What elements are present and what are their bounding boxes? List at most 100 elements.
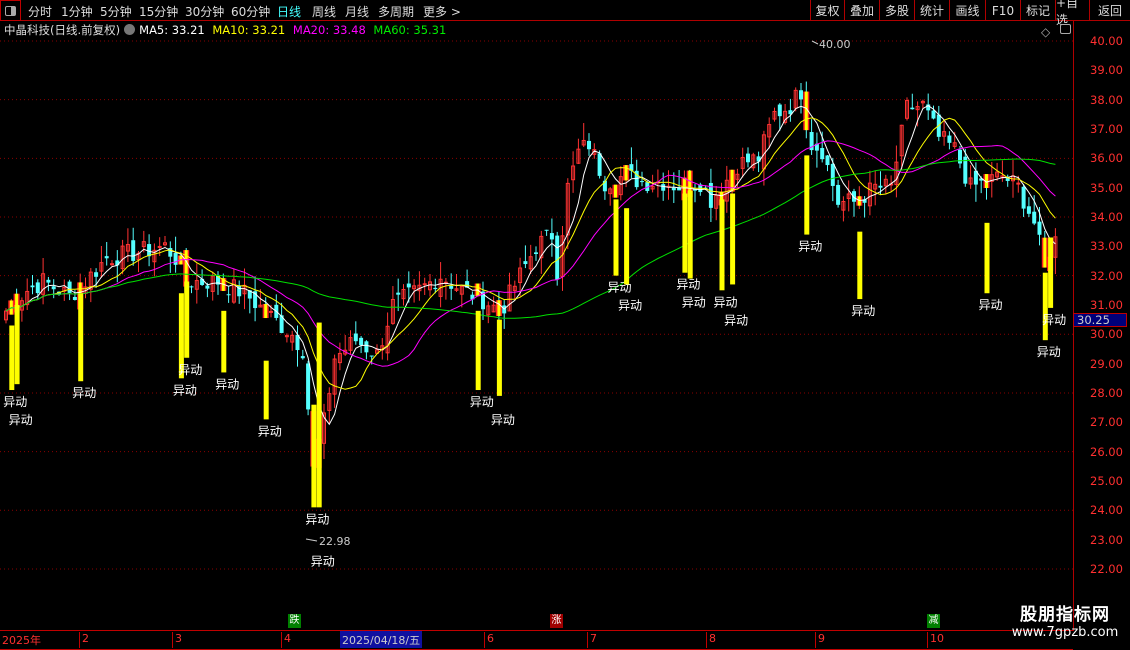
overlay-button[interactable]: 叠加 — [844, 0, 879, 21]
candle-down — [205, 285, 210, 289]
candle-up — [576, 148, 581, 164]
period-tab-60min[interactable]: 60分钟 — [231, 5, 271, 19]
signal-bar — [804, 155, 810, 235]
candle-up — [581, 139, 586, 146]
candle-up — [571, 165, 576, 181]
candle-down — [300, 356, 305, 359]
month-label: 8 — [706, 632, 716, 648]
candle-down — [979, 178, 984, 181]
low-annotation: 22.98 — [319, 535, 351, 548]
candle-down — [115, 260, 120, 266]
candle-down — [168, 248, 173, 257]
signal-candle-core — [15, 293, 19, 313]
draw-line-button[interactable]: 画线 — [949, 0, 985, 21]
marker-reduce[interactable]: 减 — [927, 614, 940, 628]
candle-up — [783, 110, 788, 123]
ma60-line — [5, 158, 1056, 319]
candle-up — [422, 283, 427, 286]
price-tick-label: 37.00 — [1090, 121, 1123, 136]
period-tab-daily[interactable]: 日线 — [277, 5, 302, 19]
period-tab-1min[interactable]: 1分钟 — [61, 5, 93, 19]
price-tick-label: 32.00 — [1090, 268, 1123, 283]
candle-down — [852, 191, 856, 202]
statistics-button[interactable]: 统计 — [914, 0, 949, 21]
candle-up — [915, 106, 920, 111]
signal-label: 异动 — [491, 413, 515, 427]
candle-up — [290, 334, 295, 343]
indicator-info: 中晶科技(日线.前复权) MA5: 33.21 MA10: 33.21 MA20:… — [4, 22, 450, 38]
signal-label: 异动 — [724, 313, 748, 327]
candle-up — [841, 200, 846, 211]
signal-bar — [14, 304, 20, 385]
period-tab-5min[interactable]: 5分钟 — [100, 5, 132, 19]
candle-down — [189, 286, 194, 288]
signal-candle-core — [614, 184, 617, 198]
candle-down — [549, 233, 554, 240]
watermark-logo: 股朋指标网 www.7gpzb.com — [1000, 600, 1130, 640]
panel-toggle-icon[interactable] — [0, 0, 21, 21]
back-button[interactable]: 返回 — [1089, 0, 1130, 21]
month-label: 10 — [927, 632, 944, 648]
candle-up — [512, 285, 517, 292]
signal-bar — [78, 293, 84, 382]
f10-button[interactable]: F10 — [985, 0, 1020, 21]
signal-label: 异动 — [311, 554, 335, 568]
candle-up — [141, 241, 146, 248]
price-tick-label: 40.00 — [1090, 34, 1123, 48]
candle-down — [958, 149, 962, 164]
candle-down — [597, 153, 602, 176]
candle-down — [799, 90, 803, 100]
signal-label: 异动 — [798, 240, 822, 254]
candle-down — [279, 315, 284, 333]
marker-rise[interactable]: 涨 — [550, 614, 563, 628]
signal-candle-core — [1043, 237, 1047, 268]
marker-fall[interactable]: 跌 — [288, 614, 301, 628]
candle-down — [295, 334, 300, 351]
candle-up — [989, 174, 994, 182]
candle-up — [995, 171, 1000, 178]
multi-stock-button[interactable]: 多股 — [879, 0, 914, 21]
candle-up — [539, 235, 544, 259]
candle-down — [200, 278, 205, 285]
signal-candle-core — [688, 170, 692, 198]
candle-down — [825, 155, 830, 166]
candle-down — [237, 285, 242, 297]
diamond-icon[interactable]: ◇ — [1041, 25, 1051, 39]
candle-down — [1032, 211, 1037, 224]
month-label: 2025年 — [2, 634, 41, 647]
candle-up — [968, 177, 973, 185]
candle-down — [809, 132, 814, 151]
candle-up — [920, 100, 925, 104]
period-tab-weekly[interactable]: 周线 — [312, 5, 337, 19]
candle-down — [104, 256, 109, 259]
period-tab-monthly[interactable]: 月线 — [345, 5, 370, 19]
date-axis: 2025年 2 3 4 6 7 8 9 10 2025/04/18/五 — [0, 630, 1073, 650]
candle-down — [777, 104, 782, 117]
period-tab-intraday[interactable]: 分时 — [28, 5, 53, 19]
stock-title: 中晶科技(日线.前复权) — [4, 23, 121, 37]
signal-label: 异动 — [618, 298, 642, 312]
panel-icon[interactable] — [1060, 24, 1071, 34]
dropdown-icon[interactable] — [124, 24, 136, 35]
mark-button[interactable]: 标记 — [1020, 0, 1055, 21]
period-tab-15min[interactable]: 15分钟 — [139, 5, 179, 19]
price-tick-label: 38.00 — [1090, 92, 1123, 107]
candle-down — [247, 290, 252, 299]
period-tab-30min[interactable]: 30分钟 — [185, 5, 225, 19]
candle-up — [740, 156, 745, 169]
adjust-button[interactable]: 复权 — [810, 0, 844, 21]
candle-down — [963, 156, 968, 184]
signal-candle-core — [985, 174, 988, 189]
signal-bar — [9, 325, 15, 391]
candle-down — [534, 252, 538, 255]
candle-up — [507, 284, 512, 312]
period-tab-more[interactable]: 更多 > — [423, 5, 461, 19]
candle-down — [677, 187, 682, 191]
high-arrow — [811, 40, 819, 45]
candle-down — [544, 229, 549, 231]
candle-up — [486, 305, 491, 316]
candle-up — [258, 304, 263, 308]
period-tab-multi[interactable]: 多周期 — [378, 5, 415, 19]
signal-candle-core — [624, 165, 628, 181]
